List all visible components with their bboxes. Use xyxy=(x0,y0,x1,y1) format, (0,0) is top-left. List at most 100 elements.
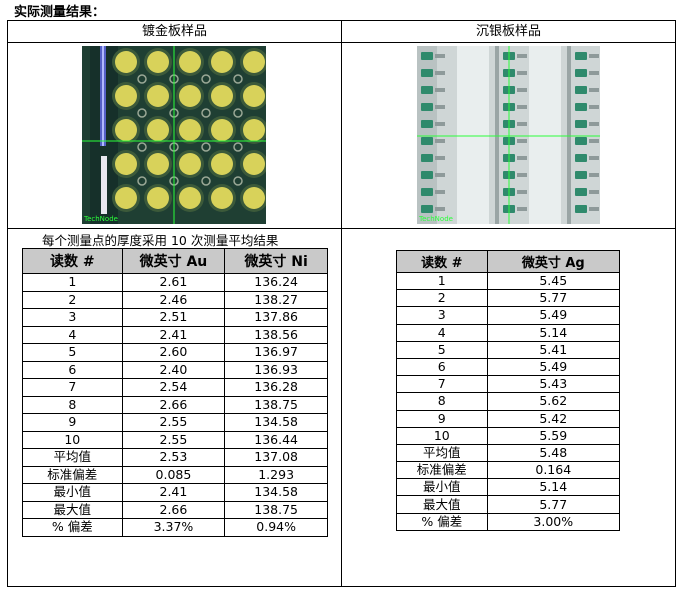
table-cell: 2.55 xyxy=(121,413,226,432)
table-cell: 136.28 xyxy=(224,378,328,397)
table-cell: 136.44 xyxy=(224,430,328,449)
table-cell: 2.55 xyxy=(121,430,226,449)
gold-thickness-table: 读数 # 微英寸 Au 微英寸 Ni 1 2.61 136.24 2 2.46 138.27 3… xyxy=(22,248,328,537)
gold-table-row: 2 2.46 138.27 xyxy=(22,290,328,309)
silver-thickness-table: 读数 # 微英寸 Ag 1 5.45 2 5.77 3 5.49 4 5.14 5 5.41 6 5.4… xyxy=(396,250,621,531)
table-cell: 5.43 xyxy=(486,375,621,394)
silver-table-row: 平均值 5.48 xyxy=(396,443,621,463)
table-cell: 平均值 xyxy=(22,448,123,467)
silver-table-row: 最大值 5.77 xyxy=(396,495,621,514)
table-cell: 平均值 xyxy=(396,443,488,463)
page-title: 实际测量结果： xyxy=(14,5,106,20)
table-cell: 5.77 xyxy=(486,289,621,308)
table-cell: 3 xyxy=(22,308,123,327)
table-cell: 最小值 xyxy=(22,483,123,502)
table-cell: 138.27 xyxy=(224,290,328,309)
table-cell: % 偏差 xyxy=(396,512,488,531)
table-cell: 4 xyxy=(396,323,488,342)
table-cell: 2.46 xyxy=(121,290,226,309)
silver-table-row: % 偏差 3.00% xyxy=(396,512,621,531)
table-cell: % 偏差 xyxy=(22,518,123,537)
table-cell: 8 xyxy=(396,392,488,411)
silver-table-row: 7 5.43 xyxy=(396,375,621,394)
table-cell: 2.60 xyxy=(121,343,226,362)
table-cell: 2.66 xyxy=(121,500,226,519)
table-cell: 6 xyxy=(22,360,123,379)
gold-table-row: 标准偏差 0.085 1.293 xyxy=(22,465,328,484)
table-cell: 1 xyxy=(396,271,488,291)
table-cell: 137.86 xyxy=(224,308,328,327)
gold-table-row: 10 2.55 136.44 xyxy=(22,430,328,449)
table-cell: 5.59 xyxy=(486,426,621,445)
table-cell: 3.00% xyxy=(486,512,621,531)
table-cell: 最大值 xyxy=(22,500,123,519)
silver-table-row: 标准偏差 0.164 xyxy=(396,461,621,480)
table-cell: 5.49 xyxy=(486,306,621,325)
table-cell: 2.61 xyxy=(121,273,226,292)
table-cell: 5.14 xyxy=(486,323,621,342)
gold-table-row: % 偏差 3.37% 0.94% xyxy=(22,518,328,537)
silver-table-row: 1 5.45 xyxy=(396,271,621,291)
table-cell: 2.51 xyxy=(121,308,226,327)
gold-table-row: 7 2.54 136.28 xyxy=(22,378,328,397)
table-cell: 8 xyxy=(22,395,123,414)
table-cell: 138.75 xyxy=(224,500,328,519)
table-cell: 138.56 xyxy=(224,325,328,344)
column-header: 读数 # xyxy=(396,250,488,273)
silver-table-row: 4 5.14 xyxy=(396,323,621,342)
table-cell: 2.41 xyxy=(121,483,226,502)
table-cell: 10 xyxy=(22,430,123,449)
table-cell: 2 xyxy=(396,289,488,308)
silver-table-row: 9 5.42 xyxy=(396,409,621,428)
silver-table-row: 6 5.49 xyxy=(396,357,621,377)
table-cell: 5 xyxy=(22,343,123,362)
column-header: 读数 # xyxy=(22,248,123,274)
table-cell: 2.40 xyxy=(121,360,226,379)
gold-sample-header: 镀金板样品 xyxy=(141,24,207,39)
photo-divider xyxy=(7,228,676,229)
silver-photo-watermark: TechNode xyxy=(418,215,453,223)
silver-sample-header: 沉银板样品 xyxy=(475,24,541,39)
table-cell: 2 xyxy=(22,290,123,309)
table-cell: 134.58 xyxy=(224,413,328,432)
gold-table-row: 最大值 2.66 138.75 xyxy=(22,500,328,519)
table-cell: 137.08 xyxy=(224,448,328,467)
column-header: 微英寸 Ag xyxy=(486,250,621,273)
silver-table-row: 5 5.41 xyxy=(396,340,621,359)
gold-table-row: 3 2.51 137.86 xyxy=(22,308,328,327)
table-cell: 5.62 xyxy=(486,392,621,411)
column-header: 微英寸 Ni xyxy=(224,248,328,274)
table-cell: 2.41 xyxy=(121,325,226,344)
table-cell: 3 xyxy=(396,306,488,325)
table-cell: 5.77 xyxy=(486,495,621,514)
header-divider xyxy=(7,42,676,43)
silver-sample-micrograph: TechNode xyxy=(417,46,600,224)
table-cell: 5.49 xyxy=(486,357,621,377)
table-cell: 5.41 xyxy=(486,340,621,359)
table-cell: 5.14 xyxy=(486,478,621,497)
column-divider xyxy=(341,20,342,587)
gold-table-row: 5 2.60 136.97 xyxy=(22,343,328,362)
table-cell: 0.94% xyxy=(224,518,328,537)
table-cell: 最大值 xyxy=(396,495,488,514)
gold-table-row: 4 2.41 138.56 xyxy=(22,325,328,344)
column-header: 微英寸 Au xyxy=(121,248,226,274)
table-cell: 1 xyxy=(22,273,123,292)
table-cell: 0.085 xyxy=(121,465,226,484)
table-cell: 138.75 xyxy=(224,395,328,414)
table-cell: 7 xyxy=(22,378,123,397)
gold-sample-micrograph: TechNode xyxy=(82,46,266,224)
table-cell: 6 xyxy=(396,357,488,377)
measurement-caption: 每个测量点的厚度采用 10 次测量平均结果 xyxy=(42,233,279,248)
table-cell: 5.42 xyxy=(486,409,621,428)
gold-table-row: 9 2.55 134.58 xyxy=(22,413,328,432)
silver-table-row: 10 5.59 xyxy=(396,426,621,445)
table-cell: 136.24 xyxy=(224,273,328,292)
table-cell: 标准偏差 xyxy=(22,465,123,484)
gold-table-row: 8 2.66 138.75 xyxy=(22,395,328,414)
table-cell: 5.45 xyxy=(486,271,621,291)
table-cell: 136.93 xyxy=(224,360,328,379)
table-cell: 9 xyxy=(22,413,123,432)
table-cell: 10 xyxy=(396,426,488,445)
table-cell: 标准偏差 xyxy=(396,461,488,480)
